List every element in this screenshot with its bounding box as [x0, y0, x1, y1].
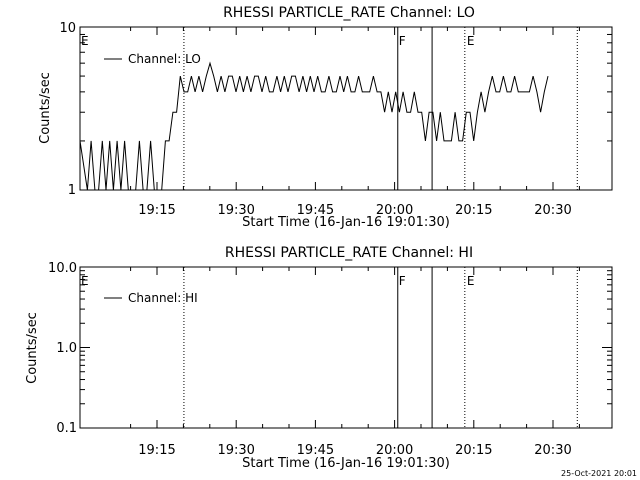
x-axis-label-lo: Start Time (16-Jan-16 19:01:30) [242, 215, 450, 230]
y-minor-ticks-hi [80, 266, 612, 429]
legend-label-lo: Channel: LO [128, 52, 201, 66]
y-minor-ticks-lo [80, 26, 612, 191]
x-tick-label: 20:30 [534, 203, 571, 218]
x-tick-label: 19:45 [297, 443, 334, 458]
event-lines-hi [183, 267, 578, 428]
chart-title-hi: RHESSI PARTICLE_RATE Channel: HI [225, 245, 473, 261]
y-axis-label-lo: Counts/sec [38, 72, 53, 144]
y-tick-label-hi-0-1: 0.1 [56, 421, 77, 436]
x-tick-label: 19:15 [138, 443, 175, 458]
y-tick-label-hi-1: 1.0 [56, 341, 77, 356]
x-tick-label: 20:15 [455, 443, 492, 458]
x-axis-label-hi: Start Time (16-Jan-16 19:01:30) [242, 456, 450, 471]
flag-label: E [467, 34, 475, 48]
timestamp: 25-Oct-2021 20:01 [561, 469, 637, 478]
x-tick-label: 20:30 [534, 443, 571, 458]
y-tick-label-lo-1: 1 [68, 183, 76, 198]
y-tick-label-hi-10: 10.0 [48, 261, 77, 276]
flag-label: F [399, 274, 406, 288]
flag-label: E [81, 274, 89, 288]
x-tick-label: 19:15 [138, 203, 175, 218]
x-tick-label: 20:00 [376, 443, 413, 458]
flag-label: E [81, 34, 89, 48]
x-tick-label: 19:30 [217, 203, 254, 218]
event-lines-lo [183, 27, 578, 190]
x-tick-label: 20:15 [455, 203, 492, 218]
x-ticks-lo: 19:15 19:30 19:45 20:00 20:15 20:30 [130, 27, 580, 218]
plot-frame-lo [79, 26, 613, 191]
y-axis-label-hi: Counts/sec [25, 312, 40, 384]
x-tick-label: 20:00 [376, 203, 413, 218]
y-tick-label-lo-10: 10 [59, 21, 76, 36]
legend-label-hi: Channel: HI [128, 291, 198, 305]
flag-label: F [399, 34, 406, 48]
panel-hi: RHESSI PARTICLE_RATE Channel: HI Counts/… [25, 245, 613, 471]
x-tick-label: 19:30 [217, 443, 254, 458]
panel-lo: RHESSI PARTICLE_RATE Channel: LO Counts/… [38, 5, 613, 230]
x-tick-label: 19:45 [297, 203, 334, 218]
chart-title-lo: RHESSI PARTICLE_RATE Channel: LO [223, 5, 475, 21]
flag-label: E [467, 274, 475, 288]
x-ticks-hi: 19:15 19:30 19:45 20:00 20:15 20:30 [130, 267, 580, 458]
series-line-lo [79, 61, 549, 191]
